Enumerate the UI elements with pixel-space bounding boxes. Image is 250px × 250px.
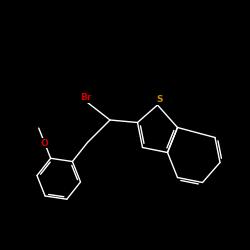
Text: Br: Br (80, 94, 92, 102)
Text: S: S (157, 96, 163, 104)
Text: O: O (41, 139, 48, 148)
